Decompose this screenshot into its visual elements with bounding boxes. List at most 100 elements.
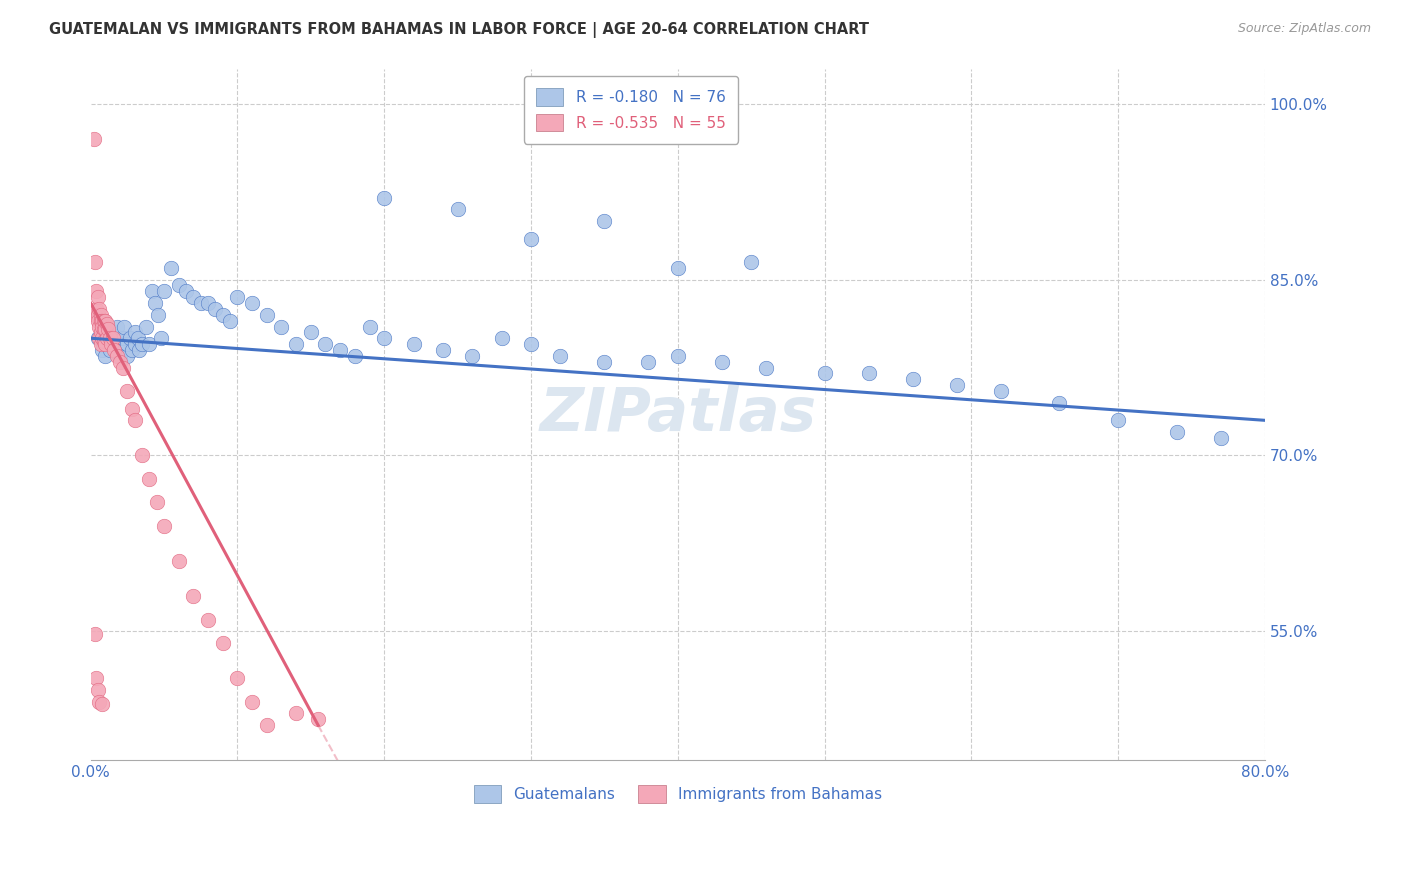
Point [813, 367, 835, 381]
Point [131, 337, 153, 351]
Point [127, 331, 149, 345]
Point [97, 322, 120, 336]
Point [240, 296, 263, 310]
Point [183, 589, 205, 603]
Point [111, 331, 134, 345]
Point [84, 626, 107, 640]
Point [94, 349, 117, 363]
Point [86, 671, 108, 685]
Point [105, 349, 128, 363]
Point [329, 343, 352, 357]
Point [86, 301, 108, 316]
Point [145, 495, 167, 509]
Point [710, 354, 733, 368]
Point [96, 317, 118, 331]
Point [94, 322, 117, 336]
Point [93, 334, 115, 348]
Point [91, 313, 114, 327]
Point [226, 671, 249, 685]
Point [270, 319, 292, 334]
Point [990, 384, 1012, 398]
Point [359, 319, 381, 334]
Point [101, 326, 124, 340]
Point [197, 296, 219, 310]
Point [101, 331, 124, 345]
Point [593, 214, 616, 228]
Point [307, 712, 329, 726]
Point [1107, 413, 1129, 427]
Point [143, 296, 166, 310]
Point [87, 331, 110, 345]
Text: Source: ZipAtlas.com: Source: ZipAtlas.com [1237, 22, 1371, 36]
Point [111, 360, 134, 375]
Point [135, 319, 157, 334]
Point [121, 401, 143, 416]
Point [94, 337, 117, 351]
Point [285, 706, 308, 721]
Point [153, 285, 176, 299]
Point [87, 290, 110, 304]
Point [100, 337, 122, 351]
Point [343, 349, 366, 363]
Point [858, 367, 880, 381]
Point [197, 613, 219, 627]
Point [84, 308, 107, 322]
Point [204, 301, 226, 316]
Point [104, 331, 127, 345]
Point [124, 413, 146, 427]
Legend: Guatemalans, Immigrants from Bahamas: Guatemalans, Immigrants from Bahamas [461, 773, 894, 815]
Point [84, 255, 107, 269]
Point [167, 278, 190, 293]
Point [219, 313, 242, 327]
Point [93, 313, 115, 327]
Point [94, 319, 117, 334]
Point [94, 313, 117, 327]
Point [90, 313, 112, 327]
Point [128, 343, 150, 357]
Point [373, 190, 395, 204]
Point [97, 331, 120, 345]
Text: GUATEMALAN VS IMMIGRANTS FROM BAHAMAS IN LABOR FORCE | AGE 20-64 CORRELATION CHA: GUATEMALAN VS IMMIGRANTS FROM BAHAMAS IN… [49, 22, 869, 38]
Point [461, 349, 484, 363]
Point [593, 354, 616, 368]
Point [90, 308, 112, 322]
Point [1166, 425, 1188, 439]
Point [89, 319, 111, 334]
Point [86, 285, 108, 299]
Point [432, 343, 454, 357]
Point [138, 337, 160, 351]
Point [120, 331, 142, 345]
Point [637, 354, 659, 368]
Point [91, 319, 114, 334]
Point [89, 695, 111, 709]
Point [131, 449, 153, 463]
Point [520, 231, 543, 245]
Point [108, 349, 131, 363]
Point [190, 296, 212, 310]
Point [117, 337, 139, 351]
Point [446, 202, 468, 217]
Point [98, 343, 121, 357]
Point [520, 337, 543, 351]
Point [124, 337, 146, 351]
Point [112, 319, 135, 334]
Point [491, 331, 513, 345]
Point [90, 326, 112, 340]
Point [90, 337, 112, 351]
Point [87, 683, 110, 698]
Point [121, 343, 143, 357]
Point [103, 343, 125, 357]
Point [91, 697, 114, 711]
Point [117, 384, 139, 398]
Point [1209, 431, 1232, 445]
Point [256, 308, 278, 322]
Point [117, 349, 139, 363]
Point [101, 337, 124, 351]
Point [755, 360, 778, 375]
Point [740, 255, 762, 269]
Point [256, 718, 278, 732]
Point [96, 331, 118, 345]
Point [402, 337, 425, 351]
Point [373, 331, 395, 345]
Point [108, 354, 131, 368]
